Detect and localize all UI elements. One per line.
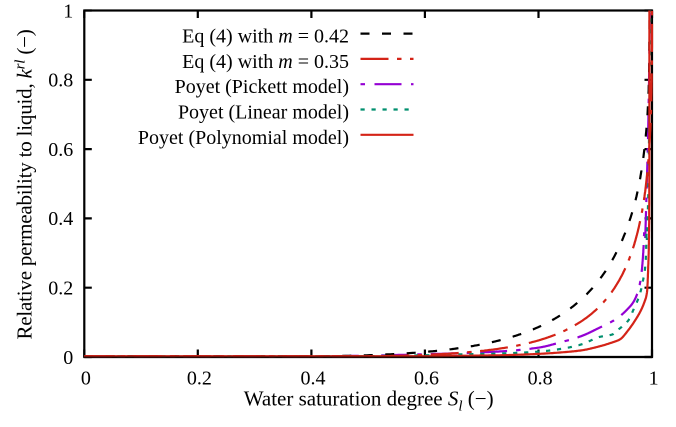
svg-text:0: 0 bbox=[63, 347, 73, 369]
svg-text:Poyet (Linear model): Poyet (Linear model) bbox=[178, 102, 349, 124]
svg-text:1: 1 bbox=[649, 368, 659, 390]
svg-text:Eq (4) with m = 0.35: Eq (4) with m = 0.35 bbox=[182, 51, 349, 73]
svg-text:Eq (4) with m = 0.42: Eq (4) with m = 0.42 bbox=[182, 26, 349, 48]
svg-text:0.8: 0.8 bbox=[528, 368, 553, 390]
svg-text:0.6: 0.6 bbox=[414, 368, 439, 390]
svg-text:0.6: 0.6 bbox=[48, 139, 73, 161]
svg-text:1: 1 bbox=[63, 0, 73, 22]
svg-text:0.2: 0.2 bbox=[48, 278, 73, 300]
svg-text:Relative permeability to liqui: Relative permeability to liquid, krl (−) bbox=[12, 29, 36, 339]
svg-text:0.4: 0.4 bbox=[301, 368, 326, 390]
svg-text:0: 0 bbox=[81, 368, 91, 390]
svg-text:Water saturation degree Sl (−): Water saturation degree Sl (−) bbox=[244, 387, 494, 415]
svg-text:Poyet (Polynomial model): Poyet (Polynomial model) bbox=[138, 127, 349, 149]
svg-text:Poyet (Pickett model): Poyet (Pickett model) bbox=[175, 76, 349, 98]
svg-text:0.4: 0.4 bbox=[48, 208, 73, 230]
svg-text:0.2: 0.2 bbox=[187, 368, 212, 390]
svg-text:0.8: 0.8 bbox=[48, 70, 73, 92]
